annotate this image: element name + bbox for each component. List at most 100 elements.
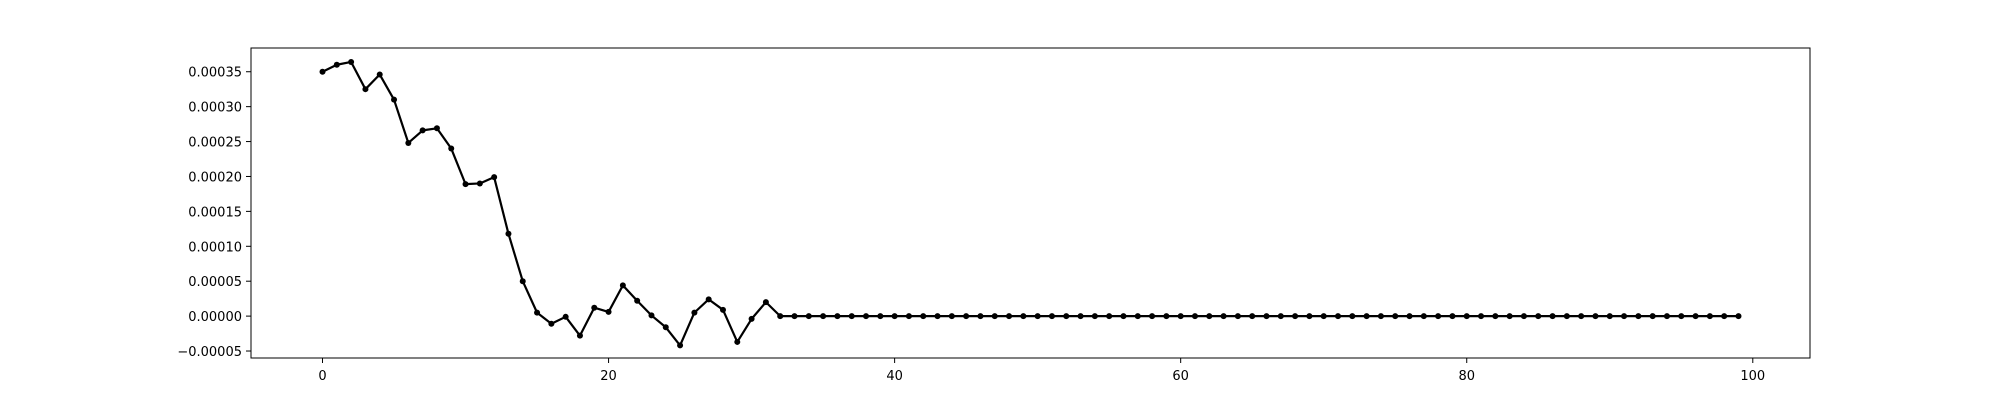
data-point xyxy=(1077,313,1084,320)
data-point xyxy=(476,180,483,187)
data-point xyxy=(1520,313,1527,320)
x-axis-ticks: 0 20 40 60 80 100 xyxy=(318,358,1765,384)
data-point xyxy=(648,312,655,319)
plot-area xyxy=(251,48,1810,358)
y-tick-label: 0.00000 xyxy=(188,310,242,325)
data-point xyxy=(548,320,555,327)
y-tick-label: 0.00010 xyxy=(188,240,242,255)
data-point xyxy=(1263,313,1270,320)
x-tick-label: 60 xyxy=(1172,369,1189,384)
data-point xyxy=(1377,313,1384,320)
y-tick-label: 0.00015 xyxy=(188,205,242,220)
y-tick-label: 0.00030 xyxy=(188,101,242,116)
data-point xyxy=(1177,313,1184,320)
data-point xyxy=(705,296,712,303)
axes-frame xyxy=(250,47,1811,359)
data-point xyxy=(1363,313,1370,320)
data-point xyxy=(1220,313,1227,320)
data-point xyxy=(805,313,812,320)
data-point xyxy=(1163,313,1170,320)
data-point xyxy=(1063,313,1070,320)
data-point xyxy=(1392,313,1399,320)
data-point xyxy=(1478,313,1485,320)
data-point xyxy=(1006,313,1013,320)
data-point xyxy=(820,313,827,320)
data-point xyxy=(762,299,769,306)
data-point xyxy=(534,309,541,316)
data-point xyxy=(1506,313,1513,320)
x-tick-label: 100 xyxy=(1740,369,1765,384)
data-point xyxy=(1292,313,1299,320)
data-point xyxy=(391,96,398,103)
data-point xyxy=(1020,313,1027,320)
data-point xyxy=(1463,313,1470,320)
data-point xyxy=(462,181,469,188)
data-point xyxy=(734,338,741,345)
data-point xyxy=(1206,313,1213,320)
data-point xyxy=(333,61,340,68)
data-point xyxy=(1034,313,1041,320)
data-point xyxy=(405,139,412,146)
x-tick-label: 0 xyxy=(318,369,326,384)
data-point xyxy=(1592,313,1599,320)
data-point xyxy=(1420,313,1427,320)
y-tick-label: 0.00005 xyxy=(188,275,242,290)
data-point xyxy=(1535,313,1542,320)
data-point xyxy=(691,309,698,316)
y-tick-label: 0.00035 xyxy=(188,66,242,81)
data-point xyxy=(777,313,784,320)
data-point xyxy=(376,71,383,78)
data-point xyxy=(1678,313,1685,320)
y-tick-label: 0.00025 xyxy=(188,136,242,151)
data-point xyxy=(677,342,684,349)
y-axis-ticks: −0.00005 0.00000 0.00005 0.00010 0.00015 0.00… xyxy=(177,66,251,360)
data-point xyxy=(662,324,669,331)
data-point xyxy=(920,313,927,320)
data-point xyxy=(362,86,369,93)
data-point xyxy=(1706,313,1713,320)
data-point xyxy=(1335,313,1342,320)
data-point xyxy=(1621,313,1628,320)
data-point xyxy=(1492,313,1499,320)
data-point xyxy=(1149,313,1156,320)
data-point xyxy=(977,313,984,320)
data-point xyxy=(1692,313,1699,320)
data-point xyxy=(505,230,512,237)
x-tick-label: 40 xyxy=(886,369,903,384)
data-point xyxy=(719,306,726,313)
data-point xyxy=(576,332,583,339)
data-point xyxy=(1663,313,1670,320)
data-point xyxy=(348,58,355,65)
data-point xyxy=(1191,313,1198,320)
data-point xyxy=(1649,313,1656,320)
data-point xyxy=(433,125,440,132)
data-point xyxy=(1091,313,1098,320)
data-point xyxy=(1578,313,1585,320)
data-point xyxy=(791,313,798,320)
x-tick-label: 80 xyxy=(1458,369,1475,384)
data-point xyxy=(419,127,426,134)
data-point xyxy=(1234,313,1241,320)
data-point xyxy=(1277,313,1284,320)
data-point xyxy=(1735,313,1742,320)
data-point xyxy=(991,313,998,320)
data-point xyxy=(491,174,498,181)
y-tick-label: −0.00005 xyxy=(177,345,242,360)
data-point xyxy=(634,297,641,304)
data-point xyxy=(905,313,912,320)
data-point xyxy=(834,313,841,320)
data-point xyxy=(448,145,455,152)
data-point xyxy=(877,313,884,320)
data-point xyxy=(948,313,955,320)
data-point xyxy=(1249,313,1256,320)
data-point xyxy=(1435,313,1442,320)
data-point xyxy=(1635,313,1642,320)
data-point xyxy=(591,304,598,311)
data-point xyxy=(562,313,569,320)
data-point xyxy=(863,313,870,320)
data-point xyxy=(1320,313,1327,320)
data-point xyxy=(1120,313,1127,320)
data-point xyxy=(1449,313,1456,320)
data-point xyxy=(891,313,898,320)
data-point xyxy=(963,313,970,320)
